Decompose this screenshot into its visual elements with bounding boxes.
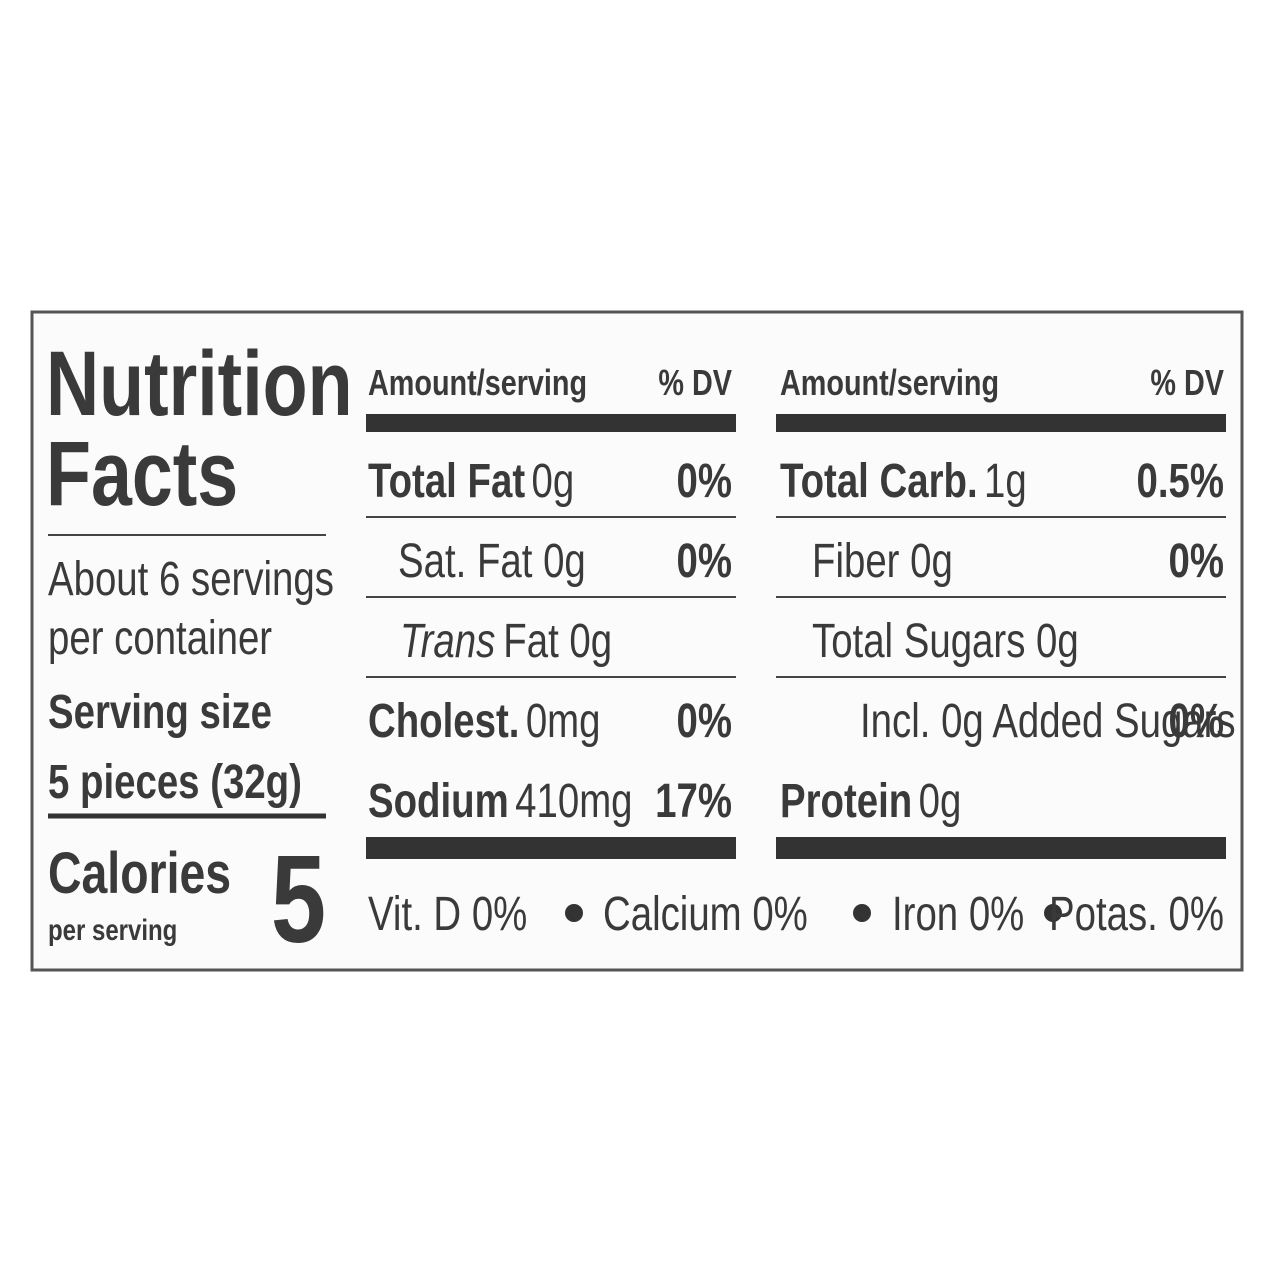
vitamin: Potas. 0% — [1049, 888, 1224, 941]
nutrient-name: Fat 0g — [503, 615, 612, 668]
bullet — [853, 904, 871, 922]
column-header: % DV — [658, 362, 732, 403]
servings: About 6 servings — [48, 553, 334, 606]
nutrient-name: Sat. Fat 0g — [398, 535, 586, 588]
thick-bar — [366, 414, 736, 432]
calories-value: 5 — [271, 829, 326, 968]
nutrient-dv: 0% — [1169, 695, 1224, 748]
servings: per container — [48, 612, 272, 665]
nutrient-dv: 0% — [677, 455, 732, 508]
nutrient: Cholest. 0mg — [368, 695, 601, 748]
nutrient-amount: 0g — [919, 775, 962, 828]
thick-bar — [366, 837, 736, 859]
nutrient-name: Sodium — [368, 775, 509, 828]
vitamin: Calcium 0% — [603, 888, 808, 941]
column-header: % DV — [1150, 362, 1224, 403]
nutrient-name: Total Sugars 0g — [812, 615, 1079, 668]
nutrient-dv: 0% — [1169, 535, 1224, 588]
nutrient-amount: 0g — [532, 455, 575, 508]
nutrient-name: Incl. 0g Added Sugars — [860, 695, 1236, 748]
title: Facts — [46, 422, 238, 525]
nutrient-dv: 0% — [677, 535, 732, 588]
vitamin: Vit. D 0% — [368, 888, 527, 941]
nutrient-name: Total Carb. — [780, 455, 978, 508]
serving-size: 5 pieces (32g) — [48, 756, 302, 809]
nutrient: Trans Fat 0g — [400, 615, 612, 668]
nutrient-name: Total Fat — [368, 455, 525, 508]
thick-bar — [776, 837, 1226, 859]
nutrient-dv: 17% — [655, 775, 732, 828]
nutrient: Protein 0g — [780, 775, 961, 828]
bullet — [565, 904, 583, 922]
bullet — [1044, 904, 1062, 922]
vitamin: Iron 0% — [892, 888, 1024, 941]
title: Nutrition — [46, 332, 353, 435]
nutrient: Total Carb. 1g — [780, 455, 1027, 508]
column-header: Amount/serving — [368, 362, 587, 403]
nutrient-amount: 0mg — [526, 695, 601, 748]
column-header: Amount/serving — [780, 362, 999, 403]
nutrient: Sodium 410mg — [368, 775, 633, 828]
nutrient-dv: 0% — [677, 695, 732, 748]
nutrient-dv: 0.5% — [1136, 455, 1224, 508]
calories-label: Calories — [48, 841, 231, 906]
thick-bar — [776, 414, 1226, 432]
nutrient-amount: 1g — [984, 455, 1027, 508]
nutrient-italic: Trans — [400, 615, 495, 668]
nutrient-name: Cholest. — [368, 695, 519, 748]
nutrient-name: Fiber 0g — [812, 535, 953, 588]
nutrient: Total Fat 0g — [368, 455, 574, 508]
serving-size-label: Serving size — [48, 686, 272, 739]
nutrient-name: Protein — [780, 775, 912, 828]
calories-sublabel: per serving — [48, 912, 177, 946]
nutrient-amount: 410mg — [515, 775, 632, 828]
